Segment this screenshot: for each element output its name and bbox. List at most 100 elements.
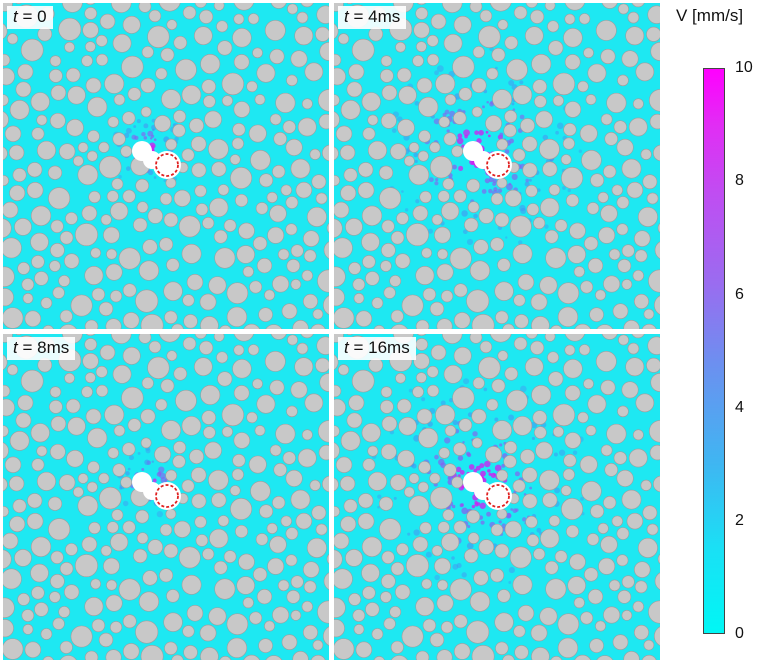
- injection-point: [155, 153, 179, 177]
- velocity-marker: [434, 574, 440, 581]
- grain: [280, 184, 292, 196]
- velocity-marker: [521, 517, 527, 522]
- grain: [540, 197, 560, 218]
- grain: [451, 145, 464, 158]
- grain: [552, 426, 564, 438]
- grain: [223, 550, 237, 563]
- grain: [623, 651, 640, 660]
- grain: [395, 41, 406, 53]
- grain: [431, 214, 443, 226]
- grain: [17, 394, 34, 411]
- grain: [334, 354, 339, 371]
- velocity-marker: [464, 134, 468, 139]
- grain: [485, 115, 502, 132]
- velocity-marker: [519, 114, 525, 120]
- velocity-marker: [452, 420, 458, 426]
- grain: [478, 539, 495, 555]
- grain: [230, 498, 253, 521]
- grain: [221, 403, 245, 427]
- grain: [412, 536, 429, 553]
- grain: [598, 226, 616, 244]
- grain: [418, 130, 431, 143]
- velocity-marker: [151, 460, 155, 463]
- grain: [30, 423, 50, 443]
- grain: [574, 654, 591, 660]
- grain: [429, 632, 445, 648]
- grain: [403, 486, 415, 498]
- grain: [621, 279, 633, 290]
- panel-t8ms: t = 8ms: [3, 334, 329, 660]
- velocity-marker: [467, 524, 471, 529]
- grain: [557, 282, 580, 304]
- grain: [371, 628, 384, 640]
- grain: [389, 275, 402, 287]
- grain: [31, 586, 45, 600]
- grain: [453, 520, 467, 534]
- grain: [509, 215, 532, 238]
- grain: [514, 314, 529, 329]
- grain: [352, 609, 366, 622]
- grain: [380, 386, 393, 398]
- grain: [59, 474, 76, 491]
- grain: [91, 618, 106, 633]
- grain: [221, 426, 233, 438]
- grain: [200, 384, 221, 405]
- grain: [478, 25, 501, 48]
- grain: [310, 654, 326, 660]
- grain: [64, 372, 75, 384]
- grain: [133, 217, 148, 233]
- grain: [434, 557, 451, 575]
- grain: [581, 480, 602, 502]
- grain: [334, 506, 340, 517]
- grain: [637, 537, 658, 558]
- injection-point: [486, 484, 510, 508]
- grain: [427, 53, 440, 66]
- grain: [361, 232, 380, 252]
- grain: [654, 572, 660, 590]
- grain: [190, 136, 207, 152]
- grain: [285, 138, 303, 156]
- grain: [390, 324, 408, 329]
- velocity-marker: [508, 414, 515, 421]
- velocity-marker: [452, 164, 457, 170]
- grain: [430, 155, 453, 179]
- grain: [85, 408, 102, 425]
- grain: [326, 553, 329, 565]
- grain: [3, 237, 22, 259]
- grain: [334, 288, 345, 307]
- velocity-marker: [484, 178, 490, 184]
- grain: [451, 476, 464, 489]
- grain: [526, 534, 540, 547]
- grain: [334, 398, 346, 417]
- grain: [381, 574, 396, 589]
- grain: [221, 95, 233, 107]
- grain: [564, 3, 585, 11]
- grain: [431, 545, 443, 557]
- grain: [348, 593, 362, 606]
- grain: [318, 420, 329, 443]
- grain: [343, 499, 358, 513]
- velocity-marker: [488, 472, 492, 476]
- grain: [562, 468, 575, 481]
- grain: [81, 536, 98, 553]
- velocity-marker: [472, 431, 478, 437]
- grain: [48, 68, 63, 83]
- velocity-marker: [481, 189, 487, 194]
- grain: [415, 338, 429, 351]
- grain: [252, 236, 268, 251]
- grain: [322, 144, 329, 162]
- grain: [138, 591, 160, 612]
- velocity-marker: [122, 500, 129, 507]
- velocity-marker: [529, 486, 533, 490]
- velocity-marker: [508, 182, 512, 186]
- grain: [140, 77, 156, 94]
- grain: [250, 149, 271, 171]
- grain: [419, 521, 432, 535]
- grain: [3, 477, 8, 492]
- grain: [504, 441, 518, 454]
- grain: [416, 334, 427, 336]
- panel-t0: t = 0: [3, 3, 329, 329]
- grain: [286, 74, 298, 87]
- grain: [596, 655, 614, 660]
- grain: [186, 274, 204, 291]
